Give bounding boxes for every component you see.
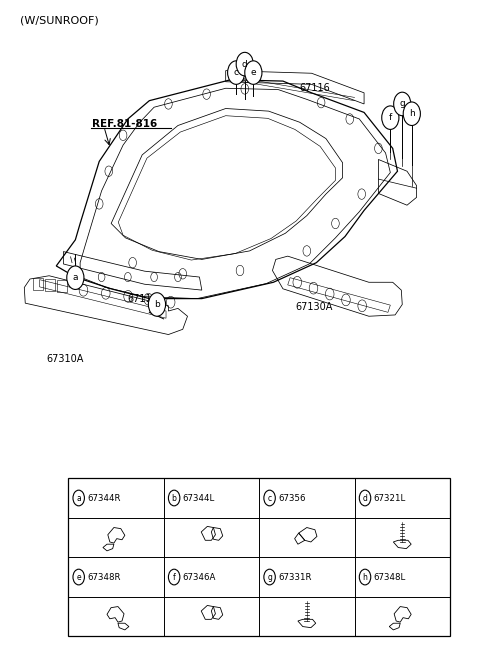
Bar	[33, 278, 43, 289]
Circle shape	[168, 490, 180, 506]
Text: h: h	[409, 110, 415, 118]
Text: d: d	[242, 60, 248, 69]
Circle shape	[264, 490, 276, 506]
Text: 67130A: 67130A	[295, 302, 332, 312]
Text: 67348R: 67348R	[87, 573, 121, 581]
Circle shape	[360, 490, 371, 506]
Text: e: e	[76, 573, 81, 581]
Circle shape	[73, 569, 84, 585]
Text: (W/SUNROOF): (W/SUNROOF)	[21, 16, 99, 26]
Text: f: f	[389, 113, 392, 122]
Text: g: g	[267, 573, 272, 581]
Bar	[45, 279, 55, 291]
Text: 67344R: 67344R	[87, 493, 121, 502]
Bar	[68, 478, 450, 636]
Circle shape	[245, 61, 262, 85]
Text: c: c	[234, 68, 239, 77]
Text: c: c	[267, 493, 272, 502]
Text: 67321L: 67321L	[373, 493, 406, 502]
Text: 67116: 67116	[300, 83, 330, 92]
Circle shape	[168, 569, 180, 585]
Circle shape	[67, 266, 84, 289]
Circle shape	[403, 102, 420, 125]
Circle shape	[382, 106, 399, 129]
Text: 67114: 67114	[128, 294, 158, 304]
Circle shape	[360, 569, 371, 585]
Circle shape	[73, 490, 84, 506]
Text: e: e	[251, 68, 256, 77]
Text: 67346A: 67346A	[183, 573, 216, 581]
Bar	[57, 281, 67, 292]
Text: 67356: 67356	[278, 493, 306, 502]
Text: 67331R: 67331R	[278, 573, 312, 581]
Text: g: g	[399, 100, 405, 108]
Text: b: b	[154, 300, 160, 309]
Text: a: a	[72, 273, 78, 282]
Text: 67348L: 67348L	[373, 573, 406, 581]
Circle shape	[264, 569, 276, 585]
Text: 67310A: 67310A	[47, 354, 84, 364]
Text: f: f	[173, 573, 176, 581]
Text: 67344L: 67344L	[183, 493, 215, 502]
Circle shape	[236, 52, 253, 76]
Text: d: d	[362, 493, 368, 502]
Circle shape	[228, 61, 245, 85]
Text: REF.81-816: REF.81-816	[92, 119, 157, 129]
Circle shape	[394, 92, 411, 115]
Text: b: b	[172, 493, 177, 502]
Text: h: h	[362, 573, 368, 581]
Circle shape	[148, 293, 166, 316]
Text: a: a	[76, 493, 81, 502]
